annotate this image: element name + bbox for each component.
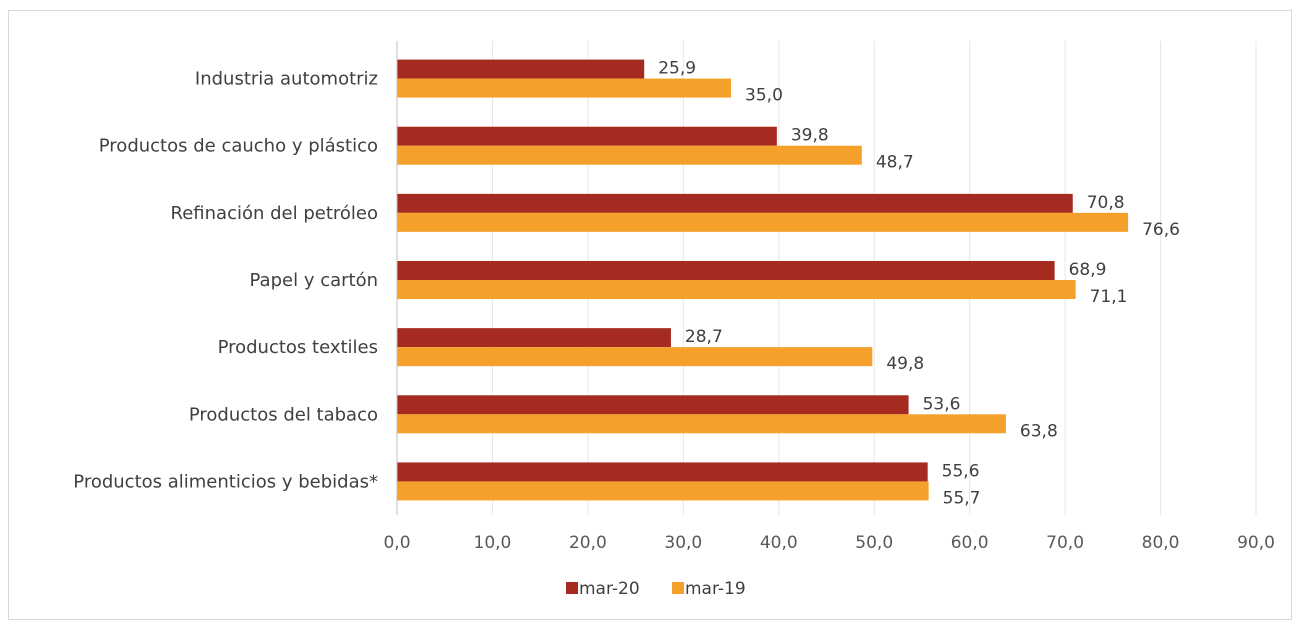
- category-label: Refinación del petróleo: [171, 203, 378, 224]
- bar-mar-19: [397, 280, 1076, 299]
- bar-mar-19: [397, 347, 873, 367]
- bar-chart: 0,0 10,0 20,0 30,0 40,0 50,0 60,0 70,0 80,0 90,0 I…: [73, 41, 1275, 599]
- category-label: Productos del tabaco: [189, 404, 378, 425]
- x-tick-label: 10,0: [474, 533, 512, 553]
- category-label: Papel y cartón: [250, 270, 378, 291]
- bar-mar-19: [397, 212, 1129, 232]
- x-tick-label: 20,0: [569, 533, 607, 553]
- category-label: Productos de caucho y plástico: [99, 136, 378, 157]
- data-label: 48,7: [876, 153, 914, 173]
- legend: mar-20 mar-19: [566, 579, 746, 599]
- data-label: 35,0: [745, 86, 783, 106]
- data-label: 28,7: [685, 327, 723, 347]
- data-label: 53,6: [923, 394, 961, 414]
- legend-label: mar-19: [685, 579, 746, 599]
- data-label: 39,8: [791, 126, 829, 146]
- bar-mar-20: [397, 261, 1055, 280]
- bar-mar-20: [397, 462, 928, 482]
- x-tick-label: 70,0: [1046, 533, 1084, 553]
- data-label: 63,8: [1020, 421, 1058, 441]
- bar-mar-20: [397, 193, 1073, 213]
- data-label: 55,6: [942, 461, 980, 481]
- chart-frame: 0,0 10,0 20,0 30,0 40,0 50,0 60,0 70,0 80,0 90,0 I…: [8, 10, 1292, 620]
- x-tick-label: 60,0: [951, 533, 989, 553]
- bar-mar-20: [397, 328, 671, 348]
- x-tick-label: 0,0: [383, 533, 410, 553]
- x-tick-label: 30,0: [664, 533, 702, 553]
- bar-mar-20: [397, 126, 777, 146]
- x-tick-label: 40,0: [760, 533, 798, 553]
- x-tick-label: 80,0: [1142, 533, 1180, 553]
- x-tick-label: 50,0: [855, 533, 893, 553]
- data-label: 68,9: [1069, 260, 1107, 280]
- bar-mar-19: [397, 481, 929, 501]
- x-tick-label: 90,0: [1237, 533, 1275, 553]
- bar-mar-19: [397, 78, 732, 98]
- bar-mar-20: [397, 59, 645, 79]
- data-label: 70,8: [1087, 193, 1125, 213]
- category-label: Industria automotriz: [195, 69, 378, 90]
- data-label: 49,8: [886, 354, 924, 374]
- bar-mar-19: [397, 414, 1006, 434]
- legend-swatch-mar-19: [672, 582, 684, 594]
- legend-label: mar-20: [579, 579, 640, 599]
- data-label: 71,1: [1090, 287, 1128, 307]
- legend-swatch-mar-20: [566, 582, 578, 594]
- data-label: 25,9: [658, 59, 696, 79]
- category-label: Productos textiles: [218, 337, 378, 358]
- bar-mar-20: [397, 395, 909, 415]
- bar-mar-19: [397, 145, 862, 165]
- labels: 0,0 10,0 20,0 30,0 40,0 50,0 60,0 70,0 80,0 90,0 I…: [73, 59, 1275, 553]
- data-label: 76,6: [1142, 220, 1180, 240]
- bars: [397, 59, 1129, 501]
- category-label: Productos alimenticios y bebidas*: [73, 471, 378, 492]
- data-label: 55,7: [943, 488, 981, 508]
